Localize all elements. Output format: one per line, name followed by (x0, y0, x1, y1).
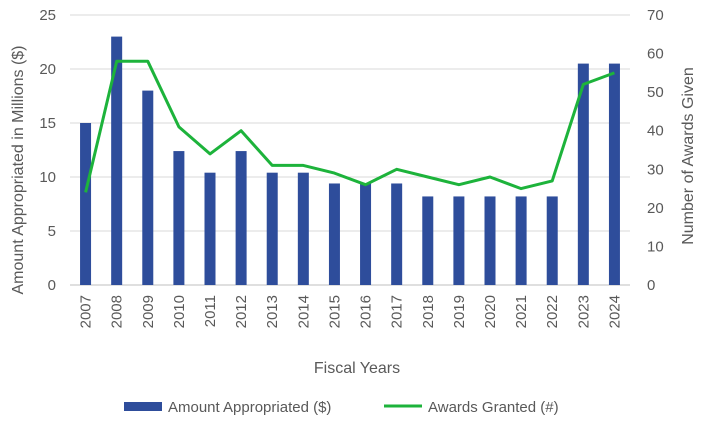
left-y-axis-ticks: 0 5 10 15 20 25 (39, 7, 56, 294)
x-axis-ticks: 2007 2008 2009 2010 2011 2012 2013 2014 2015 2016… (78, 295, 624, 328)
left-y-tick-label: 0 (48, 277, 56, 294)
right-y-tick-label: 60 (647, 46, 664, 63)
bar (328, 183, 340, 285)
bar-series (80, 36, 620, 285)
x-tick-label: 2023 (575, 295, 592, 328)
bar (173, 151, 185, 285)
bar (142, 90, 154, 285)
legend-bar-swatch (124, 402, 162, 411)
bar (515, 196, 527, 285)
x-tick-label: 2007 (78, 295, 95, 328)
bar (235, 151, 247, 285)
x-tick-label: 2019 (451, 295, 468, 328)
right-y-axis-title: Number of Awards Given (680, 67, 697, 245)
x-tick-label: 2010 (171, 295, 188, 328)
x-tick-label: 2013 (264, 295, 281, 328)
right-y-tick-label: 20 (647, 200, 664, 217)
x-tick-label: 2012 (233, 295, 250, 328)
left-y-tick-label: 15 (39, 115, 56, 132)
x-tick-label: 2008 (109, 295, 126, 328)
x-tick-label: 2024 (606, 295, 623, 328)
x-tick-label: 2009 (140, 295, 157, 328)
bar (577, 63, 589, 285)
right-y-tick-label: 50 (647, 84, 664, 101)
bar (484, 196, 496, 285)
x-tick-label: 2014 (295, 295, 312, 328)
bar (546, 196, 558, 285)
right-y-tick-label: 40 (647, 123, 664, 140)
x-tick-label: 2022 (544, 295, 561, 328)
x-tick-label: 2021 (513, 295, 530, 328)
bar (111, 36, 123, 285)
bar (453, 196, 465, 285)
right-y-tick-label: 10 (647, 238, 664, 255)
left-y-axis-title: Amount Appropriated in Millions ($) (10, 45, 27, 294)
bar (360, 183, 372, 285)
gridlines (70, 14, 630, 286)
left-y-tick-label: 5 (48, 223, 56, 240)
right-y-axis-ticks: 0 10 20 30 40 50 60 70 (647, 7, 664, 294)
x-axis-title: Fiscal Years (314, 360, 400, 377)
left-y-tick-label: 20 (39, 61, 56, 78)
left-y-tick-label: 10 (39, 169, 56, 186)
legend-line-label: Awards Granted (#) (428, 399, 559, 416)
right-y-tick-label: 70 (647, 7, 664, 24)
bar (266, 172, 278, 285)
x-tick-label: 2020 (482, 295, 499, 328)
bar (422, 196, 434, 285)
awards-line (84, 59, 615, 193)
right-y-tick-label: 30 (647, 161, 664, 178)
left-y-tick-label: 25 (39, 7, 56, 24)
line-series (84, 59, 615, 193)
right-y-tick-label: 0 (647, 277, 655, 294)
x-tick-label: 2015 (326, 295, 343, 328)
bar (204, 172, 216, 285)
legend: Amount Appropriated ($) Awards Granted (… (124, 399, 559, 416)
x-tick-label: 2011 (202, 295, 219, 327)
x-tick-label: 2018 (420, 295, 437, 328)
bar (608, 63, 620, 285)
bar (391, 183, 403, 285)
x-tick-label: 2017 (389, 295, 406, 328)
legend-bar-label: Amount Appropriated ($) (168, 399, 331, 416)
x-tick-label: 2016 (358, 295, 375, 328)
bar (80, 123, 92, 285)
bar (297, 172, 309, 285)
